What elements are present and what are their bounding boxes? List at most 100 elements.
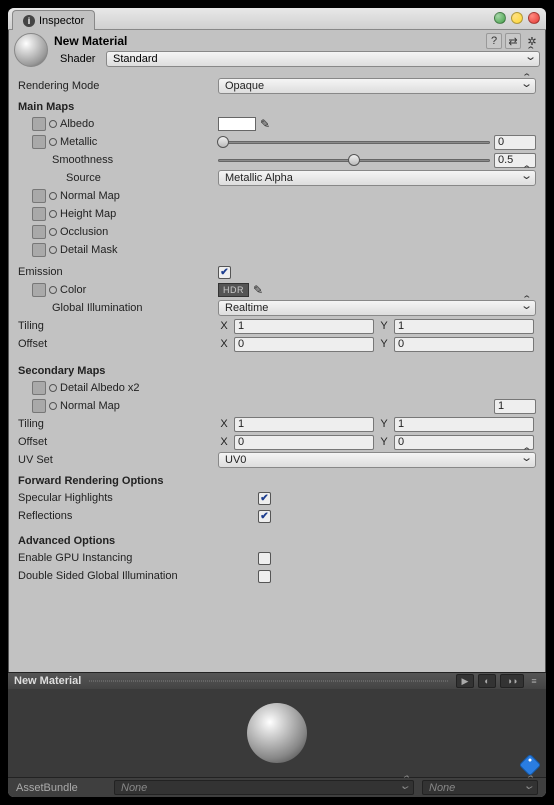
rendering-mode-dropdown[interactable]: Opaque bbox=[218, 78, 536, 94]
titlebar: i Inspector bbox=[8, 8, 546, 30]
emission-checkbox[interactable]: ✔ bbox=[218, 266, 231, 279]
smoothness-label: Smoothness bbox=[52, 154, 113, 166]
hdr-badge[interactable]: HDR bbox=[218, 283, 249, 297]
reflections-label: Reflections bbox=[18, 510, 72, 522]
assetbundle-footer: AssetBundle None None bbox=[8, 777, 546, 797]
preset-icon[interactable]: ⇄ bbox=[505, 33, 521, 49]
assetbundle-label: AssetBundle bbox=[16, 782, 106, 794]
smoothness-slider[interactable] bbox=[218, 153, 490, 167]
tiling-label: Tiling bbox=[18, 320, 44, 332]
play-icon[interactable]: ▶ bbox=[456, 674, 474, 688]
zoom-button[interactable] bbox=[494, 12, 506, 24]
x-axis-label: X bbox=[218, 320, 230, 332]
albedo-foldout-icon[interactable] bbox=[49, 120, 57, 128]
section-secondary-maps: Secondary Maps bbox=[18, 365, 536, 377]
source-label: Source bbox=[66, 172, 101, 184]
material-name: New Material bbox=[54, 34, 486, 48]
assetbundle-name-dropdown[interactable]: None bbox=[114, 780, 414, 795]
source-dropdown[interactable]: Metallic Alpha bbox=[218, 170, 536, 186]
preview-title: New Material bbox=[14, 675, 81, 687]
close-button[interactable] bbox=[528, 12, 540, 24]
sec-normalmap-value-field[interactable]: 1 bbox=[494, 399, 536, 414]
sec-tiling-x-field[interactable]: 1 bbox=[234, 417, 374, 432]
material-preview-sphere[interactable] bbox=[247, 703, 307, 763]
tiling-y-field[interactable]: 1 bbox=[394, 319, 534, 334]
eyedropper-icon[interactable]: ✎ bbox=[260, 117, 270, 131]
tiling-x-field[interactable]: 1 bbox=[234, 319, 374, 334]
heightmap-texture-slot[interactable] bbox=[32, 207, 46, 221]
inspector-body: Rendering Mode Opaque Main Maps Albedo ✎… bbox=[8, 67, 546, 672]
offset-x-field[interactable]: 0 bbox=[234, 337, 374, 352]
tab-title: Inspector bbox=[39, 15, 84, 27]
eyedropper-icon[interactable]: ✎ bbox=[253, 283, 263, 297]
detail-albedo-foldout-icon[interactable] bbox=[49, 384, 57, 392]
albedo-label: Albedo bbox=[60, 118, 94, 130]
normalmap-label: Normal Map bbox=[60, 190, 120, 202]
offset-label: Offset bbox=[18, 338, 47, 350]
minimize-button[interactable] bbox=[511, 12, 523, 24]
info-icon: i bbox=[23, 15, 35, 27]
y-axis-label: Y bbox=[378, 320, 390, 332]
preview-panel: New Material ▶ ◐ ◑◑ ≡ bbox=[8, 672, 546, 777]
double-sided-gi-label: Double Sided Global Illumination bbox=[18, 570, 178, 582]
sec-offset-x-field[interactable]: 0 bbox=[234, 435, 374, 450]
uvset-label: UV Set bbox=[18, 454, 53, 466]
normalmap-texture-slot[interactable] bbox=[32, 189, 46, 203]
detailmask-texture-slot[interactable] bbox=[32, 243, 46, 257]
light-toggle-icon[interactable]: ◑◑ bbox=[500, 674, 524, 688]
sec-tiling-label: Tiling bbox=[18, 418, 44, 430]
tag-icon[interactable] bbox=[519, 754, 542, 777]
emission-color-foldout-icon[interactable] bbox=[49, 286, 57, 294]
metallic-value-field[interactable]: 0 bbox=[494, 135, 536, 150]
sec-offset-y-field[interactable]: 0 bbox=[394, 435, 534, 450]
emission-color-label: Color bbox=[60, 284, 86, 296]
detail-albedo-label: Detail Albedo x2 bbox=[60, 382, 140, 394]
uvset-dropdown[interactable]: UV0 bbox=[218, 452, 536, 468]
material-header: New Material ? ⇄ ✲ Shader Standard bbox=[8, 30, 546, 67]
albedo-color-field[interactable] bbox=[218, 117, 256, 131]
occlusion-foldout-icon[interactable] bbox=[49, 228, 57, 236]
offset-y-field[interactable]: 0 bbox=[394, 337, 534, 352]
gi-dropdown[interactable]: Realtime bbox=[218, 300, 536, 316]
detailmask-label: Detail Mask bbox=[60, 244, 117, 256]
inspector-tab[interactable]: i Inspector bbox=[12, 10, 95, 30]
albedo-texture-slot[interactable] bbox=[32, 117, 46, 131]
inspector-window: i Inspector New Material ? ⇄ ✲ Shader St… bbox=[8, 8, 546, 797]
sec-normalmap-foldout-icon[interactable] bbox=[49, 402, 57, 410]
sphere-mesh-icon[interactable]: ◐ bbox=[478, 674, 496, 688]
specular-label: Specular Highlights bbox=[18, 492, 113, 504]
heightmap-foldout-icon[interactable] bbox=[49, 210, 57, 218]
normalmap-foldout-icon[interactable] bbox=[49, 192, 57, 200]
detailmask-foldout-icon[interactable] bbox=[49, 246, 57, 254]
emission-label: Emission bbox=[18, 266, 63, 278]
sec-tiling-y-field[interactable]: 1 bbox=[394, 417, 534, 432]
occlusion-texture-slot[interactable] bbox=[32, 225, 46, 239]
double-sided-gi-checkbox[interactable] bbox=[258, 570, 271, 583]
shader-dropdown[interactable]: Standard bbox=[106, 51, 540, 67]
sec-offset-label: Offset bbox=[18, 436, 47, 448]
gpu-instancing-checkbox[interactable] bbox=[258, 552, 271, 565]
shader-label: Shader bbox=[54, 53, 100, 65]
detail-albedo-texture-slot[interactable] bbox=[32, 381, 46, 395]
section-main-maps: Main Maps bbox=[18, 101, 536, 113]
preview-divider bbox=[89, 680, 448, 682]
assetbundle-variant-dropdown[interactable]: None bbox=[422, 780, 538, 795]
emission-color-texture-slot[interactable] bbox=[32, 283, 46, 297]
gi-label: Global Illumination bbox=[52, 302, 143, 314]
gpu-instancing-label: Enable GPU Instancing bbox=[18, 552, 132, 564]
sec-normalmap-texture-slot[interactable] bbox=[32, 399, 46, 413]
help-icon[interactable]: ? bbox=[486, 33, 502, 49]
window-controls bbox=[494, 12, 540, 24]
metallic-slider[interactable] bbox=[218, 135, 490, 149]
metallic-label: Metallic bbox=[60, 136, 97, 148]
occlusion-label: Occlusion bbox=[60, 226, 108, 238]
section-advanced: Advanced Options bbox=[18, 535, 536, 547]
drag-lines-icon[interactable]: ≡ bbox=[528, 674, 540, 688]
section-forward: Forward Rendering Options bbox=[18, 475, 536, 487]
material-preview-icon bbox=[14, 33, 48, 67]
specular-checkbox[interactable]: ✔ bbox=[258, 492, 271, 505]
reflections-checkbox[interactable]: ✔ bbox=[258, 510, 271, 523]
metallic-texture-slot[interactable] bbox=[32, 135, 46, 149]
sec-normalmap-label: Normal Map bbox=[60, 400, 120, 412]
metallic-foldout-icon[interactable] bbox=[49, 138, 57, 146]
